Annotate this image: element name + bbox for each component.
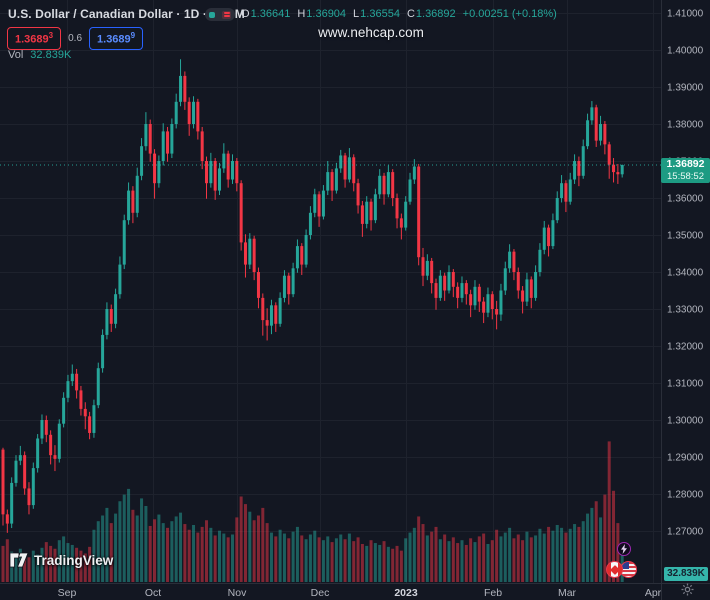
price-tick-label[interactable]: 1.41000: [667, 9, 704, 20]
time-tick-label[interactable]: Nov: [228, 587, 247, 599]
volume-value: 32.839K: [30, 49, 72, 61]
price-tick-label[interactable]: 1.38000: [667, 120, 704, 131]
volume-axis-badge: 32.839K: [664, 567, 708, 581]
symbol-title[interactable]: U.S. Dollar / Canadian Dollar · 1D · FXC…: [8, 7, 245, 21]
data-feed-icon: [222, 10, 231, 19]
us-flag-canton: [621, 562, 629, 569]
price-tick-label[interactable]: 1.35000: [667, 231, 704, 242]
price-tick-label[interactable]: 1.34000: [667, 268, 704, 279]
volume-label: Vol: [8, 49, 24, 61]
bid-ask-row: 1.36893 0.6 1.36899: [7, 27, 144, 50]
bar-countdown: 15:58:52: [667, 171, 704, 182]
last-price-badge: 1.36892 15:58:52: [661, 158, 710, 183]
time-tick-label[interactable]: 2023: [394, 587, 418, 599]
time-tick-label[interactable]: Oct: [145, 587, 161, 599]
price-tick-label[interactable]: 1.33000: [667, 305, 704, 316]
last-price-value: 1.36892: [666, 158, 705, 170]
low-value: L1.36554: [353, 8, 400, 20]
tradingview-logo-text: TradingView: [34, 552, 114, 568]
bid-price-badge[interactable]: 1.36893: [7, 27, 62, 50]
time-tick-label[interactable]: Mar: [558, 587, 577, 599]
tradingview-mark-icon: [10, 552, 29, 568]
time-tick-label[interactable]: Apr: [645, 587, 662, 599]
timezone-settings-gear-icon[interactable]: [681, 583, 694, 596]
price-tick-label[interactable]: 1.40000: [667, 46, 704, 57]
price-tick-label[interactable]: 1.27000: [667, 527, 704, 538]
time-tick-label[interactable]: Sep: [58, 587, 77, 599]
change-value: +0.00251 (+0.18%): [462, 8, 557, 20]
candles: [1, 59, 624, 533]
price-tick-label[interactable]: 1.32000: [667, 342, 704, 353]
maple-leaf-icon: [609, 564, 620, 575]
ask-price-badge[interactable]: 1.36899: [89, 27, 144, 50]
canada-flag-event-icon[interactable]: [606, 561, 623, 578]
market-open-dot-icon: [209, 11, 215, 18]
price-tick-label[interactable]: 1.30000: [667, 416, 704, 427]
price-tick-label[interactable]: 1.31000: [667, 379, 704, 390]
tradingview-logo[interactable]: TradingView: [10, 552, 113, 568]
price-tick-label[interactable]: 1.28000: [667, 490, 704, 501]
price-tick-label[interactable]: 1.29000: [667, 453, 704, 464]
price-tick-label[interactable]: 1.39000: [667, 83, 704, 94]
volume-indicator-legend[interactable]: Vol 32.839K: [8, 49, 71, 61]
high-value: H1.36904: [297, 8, 347, 20]
grid-lines: [0, 0, 661, 583]
spread-value: 0.6: [68, 32, 83, 44]
market-status-pill[interactable]: [205, 8, 235, 21]
ideas-lightning-icon[interactable]: [617, 542, 631, 556]
price-tick-label[interactable]: 1.36000: [667, 194, 704, 205]
watermark-text: www.nehcap.com: [318, 25, 424, 40]
open-value: O1.36641: [241, 8, 291, 20]
ohlc-readout: O1.36641 H1.36904 L1.36554 C1.36892 +0.0…: [241, 8, 557, 20]
close-value: C1.36892: [406, 8, 456, 20]
time-tick-label[interactable]: Dec: [311, 587, 330, 599]
time-tick-label[interactable]: Feb: [484, 587, 502, 599]
